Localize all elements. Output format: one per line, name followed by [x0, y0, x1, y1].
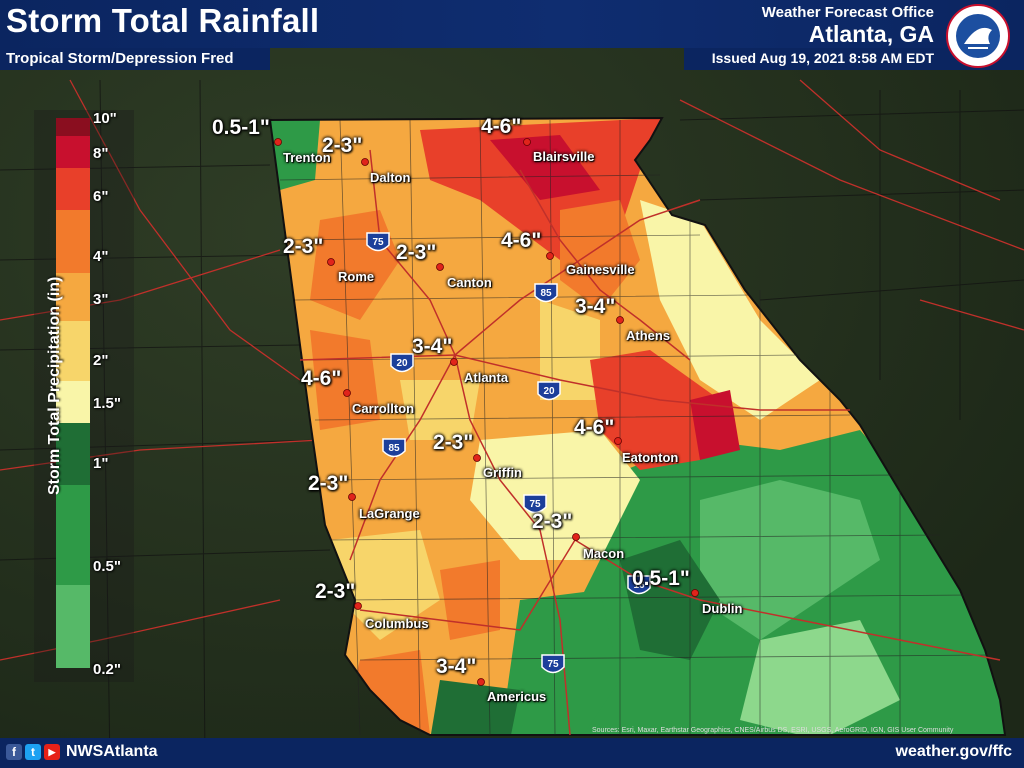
- website-link[interactable]: weather.gov/ffc: [895, 743, 1012, 760]
- range-label: 3-4": [575, 295, 616, 318]
- interstate-shield: 20: [390, 353, 414, 373]
- interstate-number: 75: [372, 237, 384, 248]
- interstate-shield: 85: [382, 438, 406, 458]
- georgia-outline: [268, 116, 1007, 736]
- office-label: Weather Forecast Office: [761, 4, 934, 21]
- legend-color-band: [56, 321, 90, 381]
- social-handle[interactable]: NWSAtlanta: [66, 743, 158, 760]
- city-label: Atlanta: [464, 370, 509, 385]
- city-label: Macon: [583, 546, 625, 561]
- range-label: 4-6": [574, 416, 615, 439]
- range-label: 4-6": [301, 367, 342, 390]
- city-label: LaGrange: [359, 506, 420, 521]
- city-label: Americus: [487, 689, 547, 704]
- youtube-icon[interactable]: ▶: [44, 744, 60, 760]
- city-label: Athens: [626, 328, 671, 343]
- header-bar: [0, 0, 1024, 48]
- city-label: Canton: [447, 275, 492, 290]
- legend-color-band: [56, 168, 90, 210]
- interstate-number: 75: [529, 499, 541, 510]
- map-subtitle: Tropical Storm/Depression Fred: [6, 50, 234, 67]
- legend-tick: 4": [93, 248, 109, 265]
- facebook-icon[interactable]: f: [6, 744, 22, 760]
- range-label: 2-3": [322, 134, 363, 157]
- nws-logo: [946, 4, 1010, 68]
- range-label: 3-4": [412, 335, 453, 358]
- issued-time: Issued Aug 19, 2021 8:58 AM EDT: [711, 50, 934, 66]
- range-label: 3-4": [436, 655, 477, 678]
- legend-tick: 8": [93, 145, 109, 162]
- city-label: Rome: [338, 269, 375, 284]
- legend-title: Storm Total Precipitation (in): [46, 276, 63, 495]
- legend-color-band: [56, 210, 90, 273]
- range-label: 2-3": [396, 241, 437, 264]
- interstate-number: 16: [633, 580, 645, 591]
- legend-color-band: [56, 585, 90, 668]
- map-credits: Sources: Esri, Maxar, Earthstar Geograph…: [592, 727, 954, 734]
- legend-tick: 0.5": [93, 558, 121, 575]
- county-lines: [0, 79, 1024, 768]
- range-label: 0.5-1": [632, 567, 690, 590]
- range-label: 0.5-1": [212, 116, 270, 139]
- range-label: 2-3": [308, 472, 349, 495]
- interstate-shield: 16: [627, 575, 651, 595]
- interstate-number: 85: [540, 288, 552, 299]
- legend-tick: 3": [93, 291, 109, 308]
- map-title: Storm Total Rainfall: [6, 2, 320, 39]
- interstate-shields: 75 85 20 20 85 75 16 75: [366, 232, 651, 674]
- city-label: Columbus: [365, 616, 429, 631]
- range-label: 4-6": [481, 115, 522, 138]
- highway-lines: [0, 79, 1024, 661]
- legend-colorbar: [56, 118, 90, 668]
- issued-bar: [684, 48, 1024, 70]
- footer-bar: [0, 738, 1024, 768]
- legend-color-band: [56, 273, 90, 321]
- twitter-icon[interactable]: t: [25, 744, 41, 760]
- city-label: Gainesville: [566, 262, 635, 277]
- legend-tick: 0.2": [93, 661, 121, 678]
- legend-tick: 6": [93, 188, 109, 205]
- social-icons: f t ▶: [6, 744, 60, 760]
- city-label: Dalton: [370, 170, 411, 185]
- legend-color-band: [56, 136, 90, 168]
- interstate-shield: 20: [537, 381, 561, 401]
- legend-tick: 10": [93, 110, 117, 127]
- office-city: Atlanta, GA: [808, 21, 934, 47]
- interstate-shield: 75: [541, 654, 565, 674]
- rainfall-field: [270, 118, 1005, 735]
- interstate-number: 20: [396, 358, 408, 369]
- subtitle-bar: [0, 48, 270, 70]
- range-label: 2-3": [532, 510, 573, 533]
- georgia-highways: [299, 149, 1001, 736]
- legend-color-band: [56, 485, 90, 585]
- interstate-number: 20: [543, 386, 555, 397]
- legend-color-band: [56, 423, 90, 485]
- legend-color-band: [56, 381, 90, 423]
- city-label: Eatonton: [622, 450, 679, 465]
- legend-tick: 1.5": [93, 395, 121, 412]
- range-label: 2-3": [315, 580, 356, 603]
- city-label: Trenton: [283, 150, 331, 165]
- range-label: 2-3": [283, 235, 324, 258]
- legend-tick: 1": [93, 455, 109, 472]
- range-label: 2-3": [433, 431, 474, 454]
- interstate-number: 75: [547, 659, 559, 670]
- legend-tick: 2": [93, 352, 109, 369]
- city-label: Blairsville: [533, 149, 595, 164]
- interstate-shield: 85: [534, 283, 558, 303]
- legend-color-band: [56, 118, 90, 136]
- range-label: 4-6": [501, 229, 542, 252]
- city-label: Griffin: [483, 465, 522, 480]
- interstate-number: 85: [388, 443, 400, 454]
- interstate-shield: 75: [366, 232, 390, 252]
- city-label: Carrollton: [352, 401, 415, 416]
- interstate-shield: 75: [523, 494, 547, 514]
- city-label: Dublin: [702, 601, 743, 616]
